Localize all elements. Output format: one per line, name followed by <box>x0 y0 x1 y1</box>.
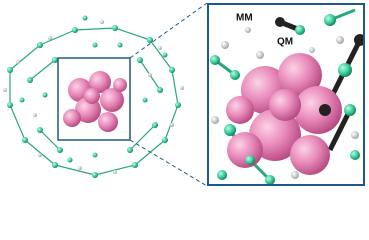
zoom-box <box>57 57 131 141</box>
mm-label: MM <box>236 13 253 24</box>
zoom-guide <box>129 139 208 187</box>
figure: MM QM <box>3 2 365 187</box>
teal-atoms <box>7 15 181 178</box>
zoom-panel <box>208 4 364 185</box>
qm-region-small <box>63 71 127 132</box>
zoom-frame <box>207 3 365 186</box>
molecule-cloud <box>9 27 179 176</box>
zoom-guide <box>129 2 208 59</box>
hydrogen-atoms <box>3 20 184 174</box>
qm-label: QM <box>277 37 293 48</box>
